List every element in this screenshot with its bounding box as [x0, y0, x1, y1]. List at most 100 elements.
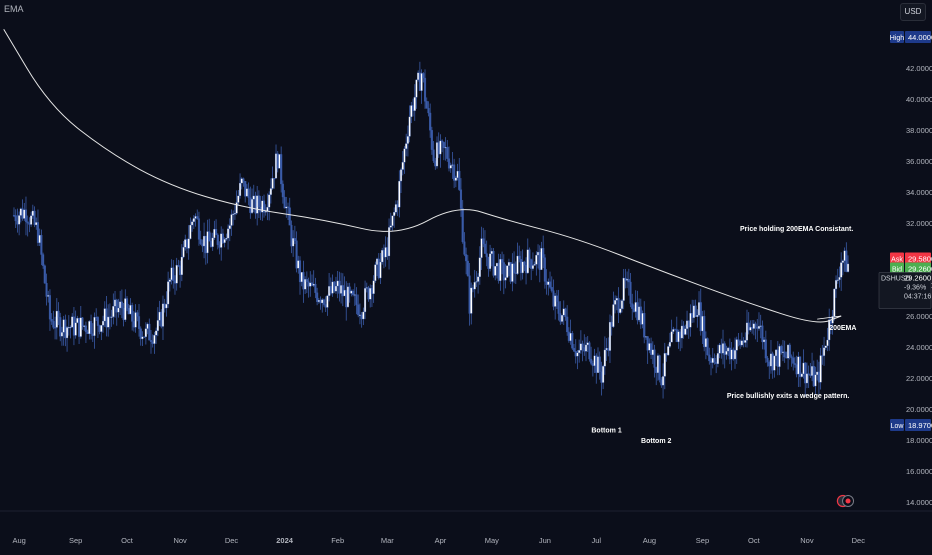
candle-body: [268, 194, 271, 208]
candle-body: [168, 279, 171, 282]
candle-body: [329, 286, 332, 294]
indicator-label[interactable]: EMA: [4, 4, 24, 14]
candle-body: [117, 307, 120, 313]
candle-body: [247, 188, 250, 198]
candle-body: [136, 312, 139, 317]
candle-body: [727, 347, 730, 352]
bid-tag-value-bg: [905, 262, 931, 275]
candle-body: [379, 261, 382, 279]
x-tick-label: Nov: [800, 536, 814, 545]
candle-body: [651, 349, 654, 355]
candle-body: [444, 147, 447, 149]
candle-body: [446, 147, 449, 159]
candle-body: [668, 341, 671, 347]
candle-body: [204, 235, 207, 254]
candle-body: [149, 339, 153, 343]
currency-button[interactable]: USD: [900, 3, 926, 21]
candle-body: [19, 208, 22, 216]
candle-body: [72, 316, 75, 336]
candle-body: [795, 364, 798, 375]
candle-body: [54, 327, 57, 329]
candle-body: [823, 347, 826, 356]
candle-body: [388, 227, 391, 257]
candle-body: [523, 261, 526, 266]
candle-body: [96, 317, 99, 326]
annotation-text: Bottom 2: [641, 438, 671, 445]
candle-body: [165, 303, 168, 309]
candle-body: [588, 342, 591, 360]
candle-body: [377, 258, 380, 279]
candle-body: [131, 305, 134, 322]
candle-body: [115, 299, 118, 313]
candle-body: [52, 321, 55, 328]
candle-body: [322, 299, 326, 305]
candle-body: [269, 188, 272, 195]
candle-body: [175, 265, 178, 284]
candle-body: [362, 311, 365, 320]
candle-body: [182, 247, 185, 258]
candle-body: [465, 254, 468, 262]
candle-body: [655, 367, 658, 373]
candle-body: [33, 210, 36, 226]
candle-body: [155, 330, 158, 336]
candle-body: [763, 339, 766, 343]
candle-body: [24, 209, 28, 222]
candle-body: [663, 353, 666, 377]
candle-body: [805, 373, 808, 384]
candle-body: [304, 279, 307, 290]
candle-body: [180, 256, 183, 275]
candle-body: [47, 295, 50, 297]
candle-body: [525, 265, 528, 274]
candle-body: [615, 298, 618, 301]
candle-body: [507, 262, 510, 266]
candle-body: [608, 321, 612, 351]
candle-body: [548, 281, 552, 288]
candle-body: [333, 281, 336, 292]
time-axis[interactable]: Aug Sep Oct Nov Dec 2024 Feb Mar Apr May Jun Jul Aug…: [12, 536, 865, 545]
candle-body: [684, 328, 687, 335]
candle-body: [278, 154, 281, 169]
candle-body: [31, 210, 34, 216]
candle-body: [790, 356, 793, 359]
candle-body: [328, 286, 331, 296]
candle-body: [675, 329, 678, 343]
candle-body: [725, 351, 728, 355]
candle-body: [391, 215, 394, 226]
candle-body: [336, 280, 339, 287]
candle-body: [405, 143, 408, 149]
candle-body: [227, 228, 230, 239]
candle-body: [262, 200, 266, 213]
candle-body: [264, 211, 267, 213]
candle-body: [583, 347, 586, 352]
candle-body: [518, 255, 521, 260]
bid-tag-label-bg: [890, 262, 904, 275]
candle-body: [244, 181, 247, 197]
candle-body: [179, 265, 182, 275]
candle-body: [105, 308, 108, 328]
candle-body: [408, 116, 411, 137]
candle-body: [21, 208, 24, 219]
high-tag-value: 44.0000: [908, 33, 932, 42]
candle-body: [571, 332, 574, 349]
candle-body: [475, 281, 478, 283]
candle-body: [232, 213, 235, 215]
candle-body: [86, 331, 89, 335]
candle-body: [612, 304, 615, 327]
x-tick-label: May: [485, 536, 499, 545]
candle-body: [567, 331, 570, 341]
candle-body: [624, 277, 627, 281]
y-tick-label: 40.0000: [906, 95, 932, 104]
candle-body: [346, 286, 349, 308]
candle-body: [84, 325, 87, 333]
candle-body: [367, 287, 370, 300]
candle-body: [554, 295, 557, 307]
x-tick-label: Sep: [69, 536, 82, 545]
candle-body: [841, 260, 844, 263]
candle-body: [160, 311, 163, 327]
candle-body: [57, 310, 60, 318]
candle-body: [703, 316, 706, 348]
candle-body: [281, 183, 284, 198]
